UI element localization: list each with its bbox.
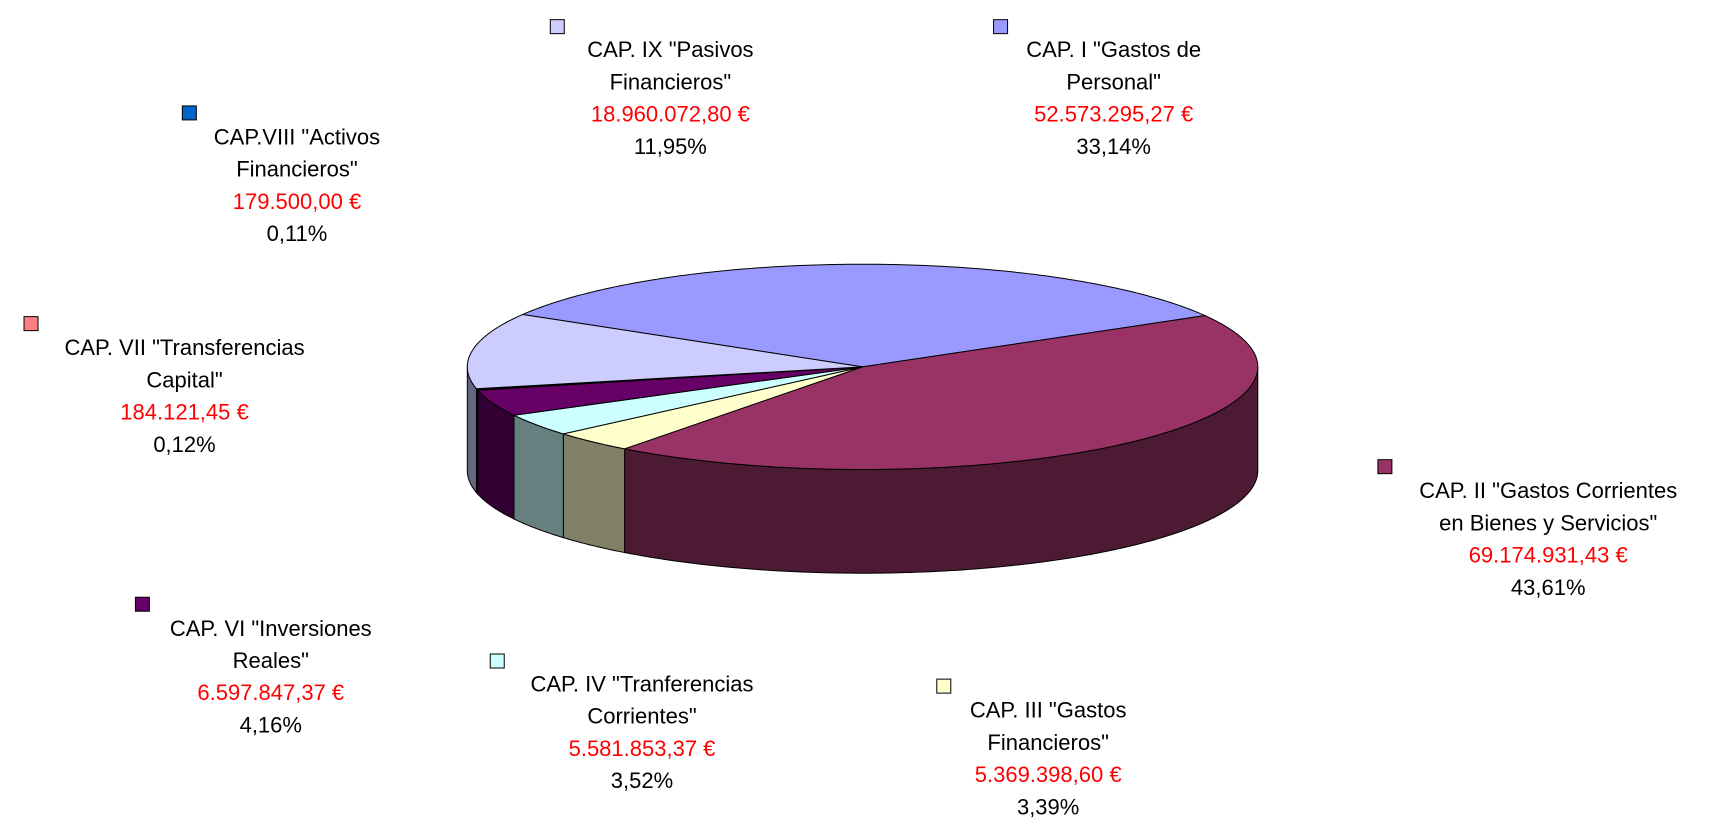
pie-walls (466, 366, 1259, 574)
legend-swatch (993, 19, 1009, 35)
percent-label: 4,16% (240, 712, 302, 737)
value-label: 5.581.853,37 € (569, 736, 716, 761)
category-label: CAP. IV "Tranferencias (530, 671, 753, 696)
slice (622, 315, 1259, 470)
legend-swatch (549, 19, 565, 35)
slice (520, 263, 1207, 368)
legend-swatch (489, 653, 505, 669)
percent-label: 43,61% (1511, 575, 1586, 600)
legend-swatch (936, 678, 952, 694)
slice-side (513, 414, 564, 539)
percent-label: 0,11% (267, 221, 328, 246)
slice (476, 366, 863, 416)
percent-label: 3,39% (1017, 794, 1079, 819)
percent-label: 0,12% (153, 432, 215, 457)
slice (466, 313, 863, 390)
value-label: 52.573.295,27 € (1034, 102, 1193, 127)
value-label: 69.174.931,43 € (1469, 543, 1628, 568)
percent-label: 33,14% (1076, 134, 1151, 159)
pie-tops (466, 263, 1259, 470)
category-label: CAP. IX "Pasivos (587, 37, 753, 62)
category-label: CAP. I "Gastos de (1026, 37, 1201, 62)
category-label: CAP.VIII "Activos (214, 124, 380, 149)
slice (512, 366, 863, 435)
category-label: en Bienes y Servicios" (1439, 510, 1657, 535)
category-label: Capital" (146, 367, 222, 392)
slice (561, 366, 863, 450)
value-label: 5.369.398,60 € (975, 762, 1122, 787)
value-label: 18.960.072,80 € (591, 102, 750, 127)
category-label: Financieros" (236, 157, 358, 182)
slice-side (562, 433, 626, 554)
labels: CAP. I "Gastos de Personal" 52.573.295,27 … (23, 19, 1677, 819)
value-label: 184.121,45 € (120, 400, 248, 425)
category-label: Financieros" (987, 730, 1109, 755)
legend-swatch (134, 596, 150, 612)
category-label: Personal" (1066, 69, 1161, 94)
legend-swatch (181, 105, 197, 121)
category-label: CAP. II "Gastos Corrientes (1419, 478, 1677, 503)
category-label: Financieros" (610, 69, 732, 94)
value-label: 179.500,00 € (233, 189, 361, 214)
category-label: Reales" (233, 648, 309, 673)
category-label: CAP. III "Gastos (970, 698, 1127, 723)
category-label: Corrientes" (587, 704, 696, 729)
category-label: CAP. VI "Inversiones (170, 616, 372, 641)
percent-label: 11,95% (634, 134, 707, 159)
category-label: CAP. VII "Transferencias (64, 335, 304, 360)
legend-swatch (23, 316, 39, 332)
value-label: 6.597.847,37 € (197, 680, 344, 705)
legend-swatch (1377, 459, 1393, 475)
percent-label: 3,52% (611, 768, 673, 793)
